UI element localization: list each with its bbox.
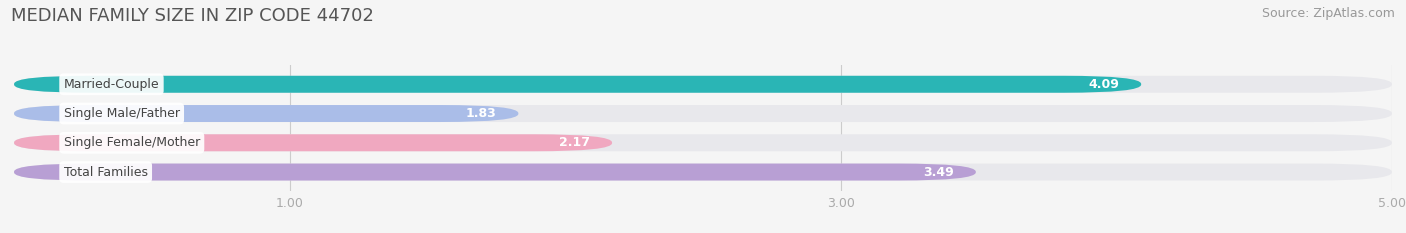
Text: Married-Couple: Married-Couple	[63, 78, 159, 91]
Text: 4.09: 4.09	[1088, 78, 1119, 91]
FancyBboxPatch shape	[14, 105, 1392, 122]
Text: 1.83: 1.83	[465, 107, 496, 120]
FancyBboxPatch shape	[14, 76, 1142, 93]
FancyBboxPatch shape	[14, 76, 1392, 93]
FancyBboxPatch shape	[14, 164, 1392, 181]
FancyBboxPatch shape	[14, 105, 519, 122]
Text: Source: ZipAtlas.com: Source: ZipAtlas.com	[1261, 7, 1395, 20]
Text: Total Families: Total Families	[63, 165, 148, 178]
Text: MEDIAN FAMILY SIZE IN ZIP CODE 44702: MEDIAN FAMILY SIZE IN ZIP CODE 44702	[11, 7, 374, 25]
FancyBboxPatch shape	[14, 134, 1392, 151]
FancyBboxPatch shape	[14, 164, 976, 181]
FancyBboxPatch shape	[14, 134, 612, 151]
Text: Single Female/Mother: Single Female/Mother	[63, 136, 200, 149]
Text: 3.49: 3.49	[922, 165, 953, 178]
Text: Single Male/Father: Single Male/Father	[63, 107, 180, 120]
Text: 2.17: 2.17	[560, 136, 591, 149]
